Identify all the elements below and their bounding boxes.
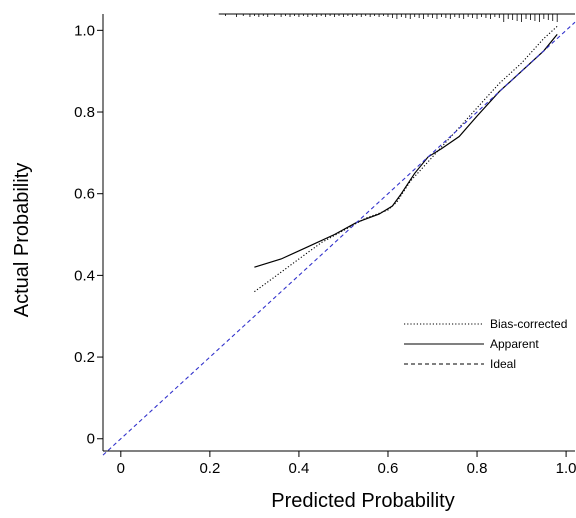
y-axis-title: Actual Probability bbox=[11, 163, 33, 318]
rug-marks bbox=[225, 14, 558, 22]
legend: Bias-corrected Apparent Ideal bbox=[404, 317, 567, 371]
y-tick-label: 0.8 bbox=[74, 104, 95, 121]
x-tick-label: 0.6 bbox=[378, 460, 399, 477]
x-axis-ticks: 0 0.2 0.4 0.6 0.8 1.0 bbox=[117, 451, 576, 477]
x-tick-label: 0.4 bbox=[288, 460, 309, 477]
y-tick-label: 0.4 bbox=[74, 267, 95, 284]
y-axis-ticks: 0 0.2 0.4 0.6 0.8 1.0 bbox=[74, 22, 103, 448]
series-line-bias-corrected bbox=[254, 25, 558, 293]
x-tick-label: 0.8 bbox=[467, 460, 488, 477]
x-axis-title: Predicted Probability bbox=[271, 490, 454, 512]
legend-label: Bias-corrected bbox=[490, 317, 567, 331]
series-line-apparent bbox=[254, 34, 558, 268]
legend-label: Ideal bbox=[490, 357, 516, 371]
y-tick-label: 0 bbox=[87, 431, 95, 448]
series-lines bbox=[102, 21, 576, 456]
x-tick-label: 1.0 bbox=[556, 460, 576, 477]
y-tick-label: 0.6 bbox=[74, 186, 95, 203]
y-tick-label: 0.2 bbox=[74, 349, 95, 366]
x-tick-label: 0.2 bbox=[199, 460, 220, 477]
x-tick-label: 0 bbox=[117, 460, 125, 477]
y-tick-label: 1.0 bbox=[74, 22, 95, 39]
series-line-ideal bbox=[102, 21, 576, 456]
legend-label: Apparent bbox=[490, 337, 539, 351]
